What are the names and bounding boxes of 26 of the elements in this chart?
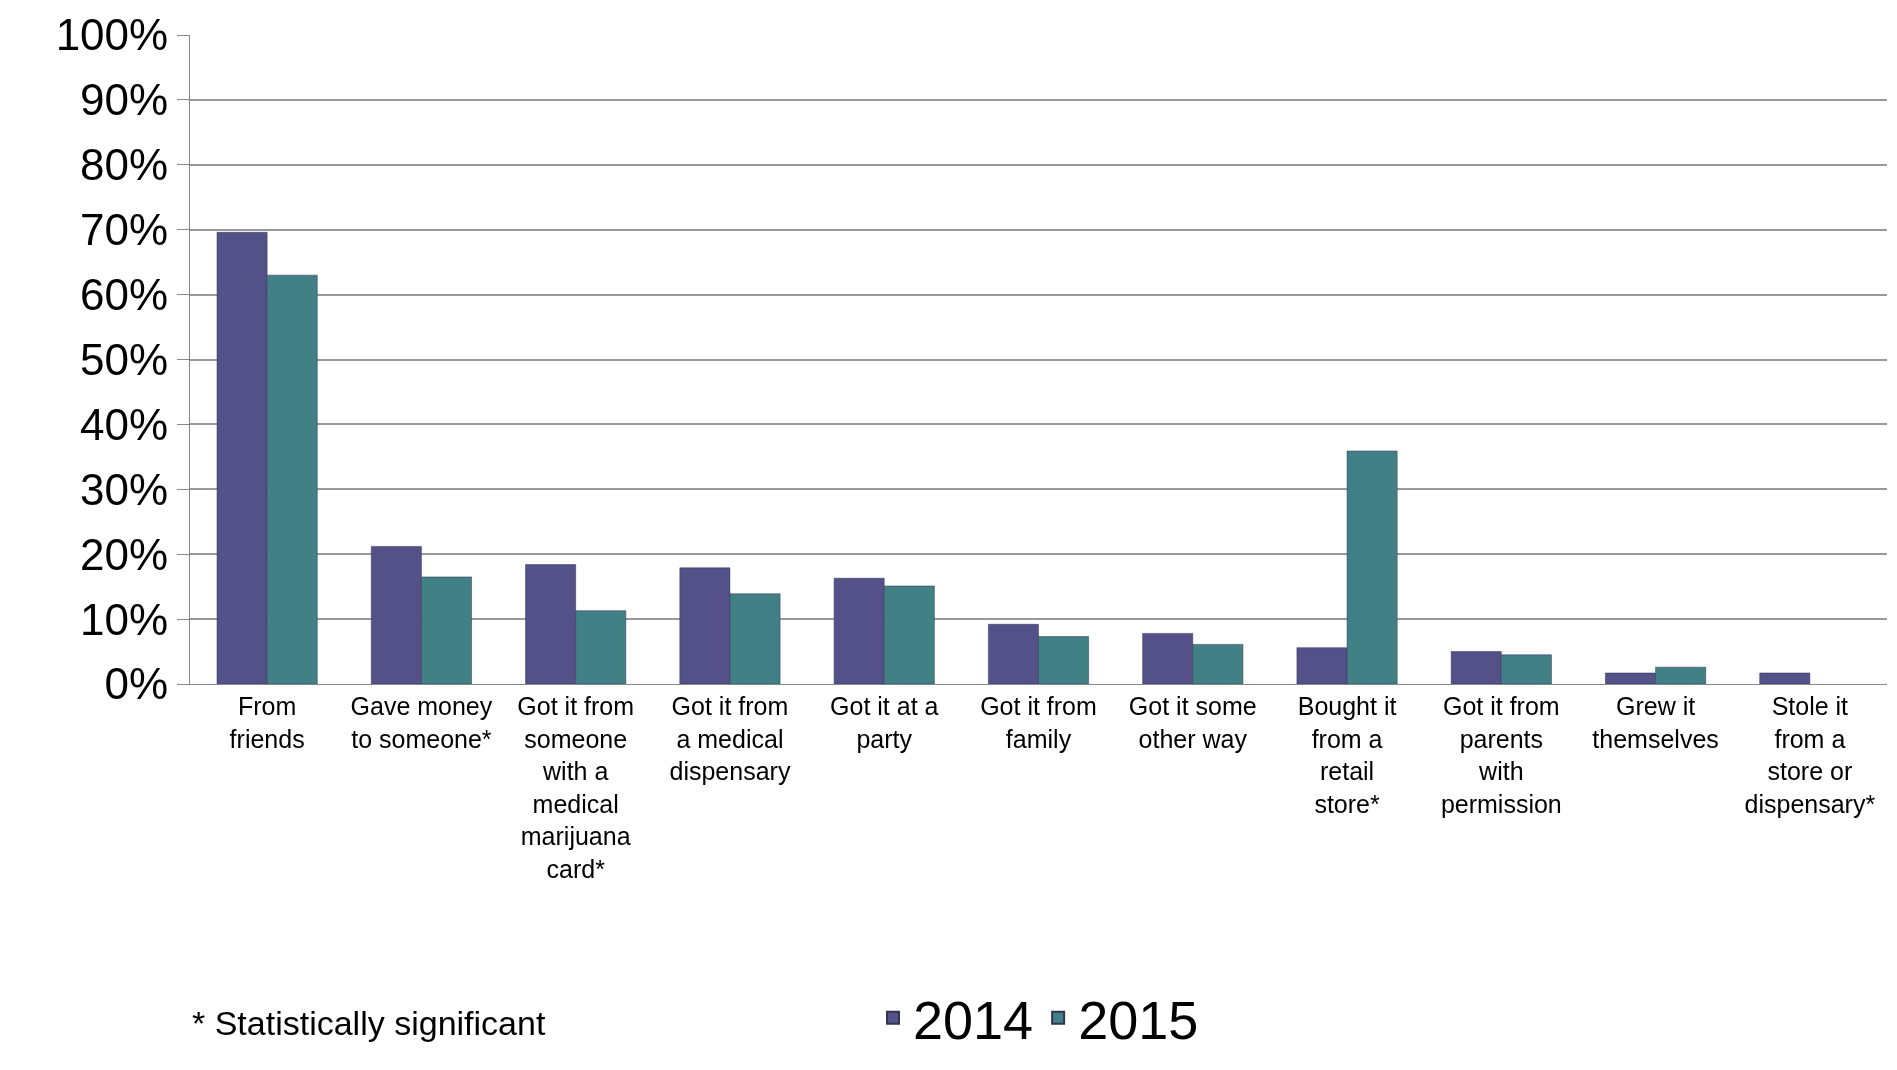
x-tick-label: Got it from someone with a medical marijuana card* (517, 692, 635, 883)
x-tick-label: Bought it from a retail store* (1297, 692, 1397, 818)
y-tick-label: 50% (80, 334, 169, 384)
y-tick-label: 90% (80, 75, 169, 125)
y-tick-label: 10% (80, 594, 169, 644)
legend-label: 2014 (913, 989, 1034, 1050)
legend-label: 2015 (1078, 989, 1199, 1050)
y-tick-label: 30% (80, 464, 169, 514)
x-tick-label: Got it at a party (830, 692, 939, 753)
y-tick-label: 60% (80, 270, 169, 319)
y-tick-label: 20% (80, 529, 169, 579)
y-tick-label: 100% (55, 10, 169, 60)
x-tick-label: Got it some other way (1128, 692, 1257, 753)
x-tick-label: Gave money to someone* (350, 692, 493, 753)
y-tick-label: 80% (80, 140, 169, 190)
y-tick-label: 0% (104, 659, 169, 709)
x-tick-label: Got it from family (980, 692, 1097, 753)
x-tick-label: Grew it themselves (1592, 692, 1719, 753)
x-tick-label: Got it from parents with permission (1440, 692, 1562, 818)
y-tick-label: 40% (80, 399, 169, 449)
x-tick-label: Stole it from a store or dispensary* (1744, 692, 1876, 818)
x-tick-label: Got it from a medical dispensary (669, 692, 791, 785)
x-tick-label: From friends (229, 692, 305, 753)
text: * Statistically significant (192, 1004, 546, 1042)
y-tick-label: 70% (80, 205, 169, 255)
bar (1759, 672, 1811, 684)
